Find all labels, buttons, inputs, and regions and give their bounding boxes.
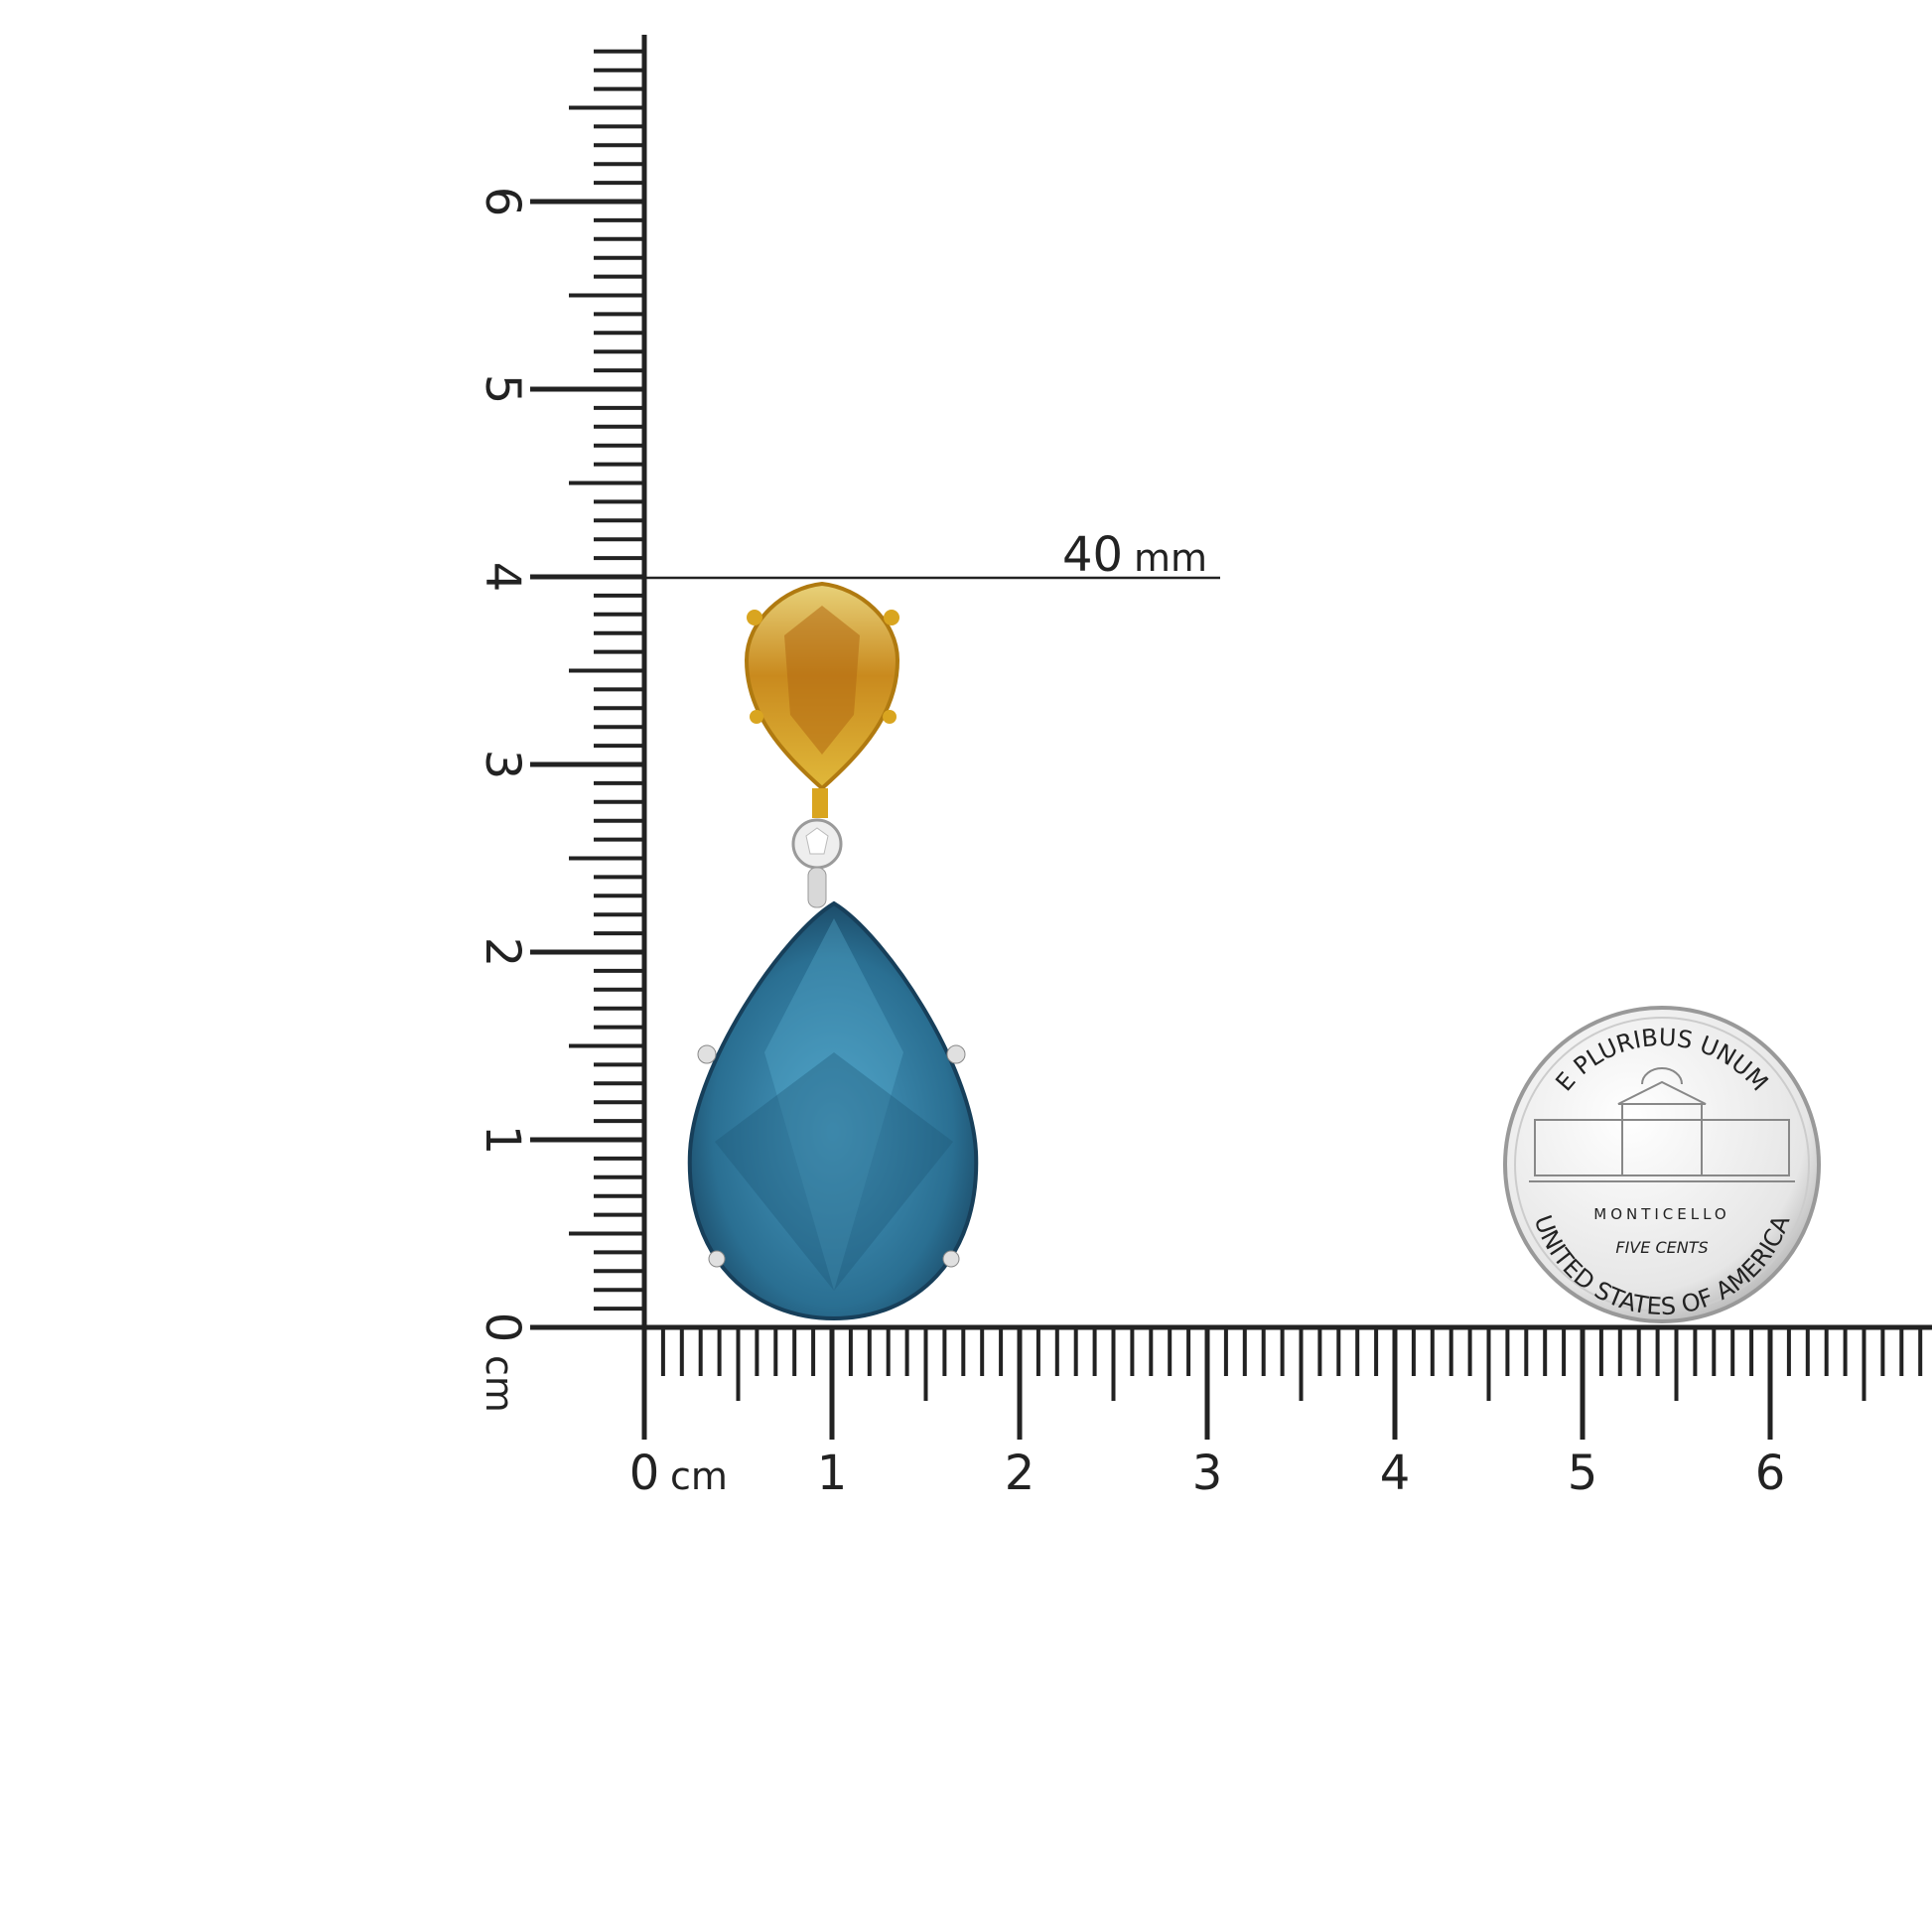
horizontal-tick-label: 2 (1005, 1446, 1035, 1501)
bail-link (807, 867, 827, 908)
horizontal-tick-label: 4 (1380, 1446, 1411, 1501)
horizontal-tick-label: 6 (1755, 1446, 1786, 1501)
horizontal-tick-label: 1 (817, 1446, 848, 1501)
vertical-tick-label: 6 (475, 187, 530, 217)
vertical-tick-label: 2 (475, 937, 530, 968)
monticello-building (1529, 1067, 1795, 1182)
prong-icon (697, 1044, 717, 1064)
vertical-tick-label: 3 (475, 750, 530, 780)
vertical-ruler: 0 cm 1 2 3 4 5 6 (475, 35, 647, 1413)
prong-icon (708, 1250, 726, 1268)
citrine-facets (784, 606, 860, 755)
topaz-facets (715, 1052, 953, 1291)
earring-pendant (687, 581, 979, 1321)
prong-icon (883, 710, 897, 724)
vertical-unit-label: cm (478, 1355, 521, 1413)
prong-icon (946, 1044, 966, 1064)
prong-icon (942, 1250, 960, 1268)
vertical-tick-label: 1 (475, 1125, 530, 1156)
coin-body (1503, 1006, 1821, 1323)
horizontal-tick-label: 3 (1192, 1446, 1223, 1501)
measurement-unit: mm (1134, 536, 1207, 580)
horizontal-unit-label: cm (670, 1454, 728, 1498)
horizontal-tick-label: 0 (629, 1446, 660, 1501)
topaz-facets (764, 918, 903, 1291)
vertical-tick-label: 4 (475, 562, 530, 593)
measurement-indicator: 40 mm (644, 527, 1220, 583)
prong-icon (884, 610, 899, 625)
prong-icon (750, 710, 763, 724)
coin-building-label: MONTICELLO (1593, 1205, 1730, 1223)
coin-denomination: FIVE CENTS (1615, 1238, 1708, 1257)
horizontal-tick-label: 5 (1568, 1446, 1598, 1501)
horizontal-ruler: 0 cm 1 2 3 4 5 6 (629, 1324, 1932, 1501)
vertical-tick-label: 0 (475, 1312, 530, 1343)
diamond-facets (805, 827, 829, 855)
bail-link (812, 788, 828, 818)
nickel-coin: E PLURIBUS UNUM UNITED STATES OF AMERICA… (1503, 1006, 1821, 1323)
measurement-value: 40 (1062, 527, 1123, 583)
prong-icon (747, 610, 762, 625)
vertical-tick-label: 5 (475, 374, 530, 405)
